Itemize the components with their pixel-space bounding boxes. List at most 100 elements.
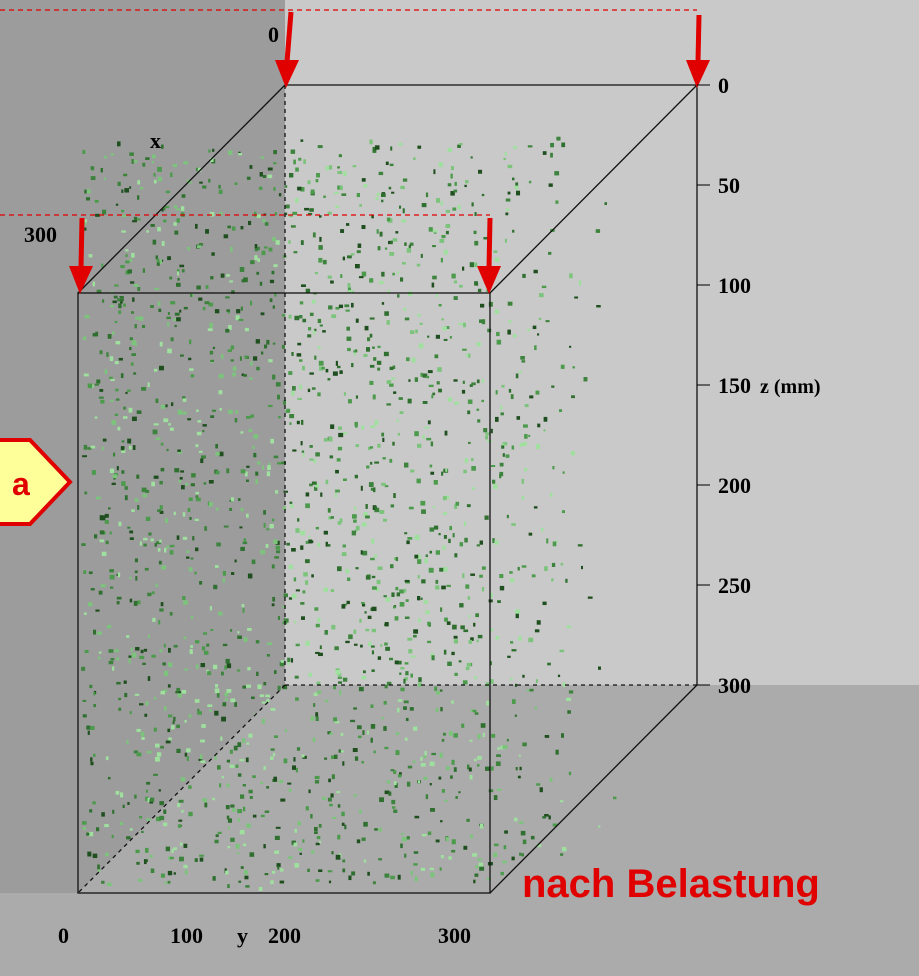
speck [132,417,137,421]
speck [333,686,336,690]
speck [137,410,142,414]
speck [329,165,332,169]
speck [116,399,120,401]
speck [378,246,381,250]
speck [106,756,109,760]
speck [84,613,87,616]
speck [217,765,221,769]
speck [134,160,137,163]
speck [424,777,428,780]
speck [256,367,260,370]
speck [83,570,86,574]
speck [136,850,140,853]
speck [367,730,369,734]
speck [284,491,288,493]
z-tick-label: 0 [718,73,729,98]
speck [404,242,406,246]
speck [522,274,525,278]
speck [512,857,515,861]
speck [189,715,192,718]
speck [392,273,395,276]
speck [479,319,483,323]
speck [407,248,411,253]
speck [89,254,93,257]
speck [154,423,159,425]
speck [472,487,475,490]
speck [191,374,194,377]
speck [351,363,353,367]
arrow [81,218,82,268]
speck [356,526,360,531]
speck [328,798,332,802]
speck [256,339,260,344]
speck [255,479,258,484]
speck [256,640,260,643]
speck [315,780,319,783]
speck [400,602,405,607]
speck [100,400,104,404]
speck [397,592,400,596]
speck [422,435,425,439]
speck [276,240,280,245]
speck [407,782,410,787]
speck [344,825,346,830]
speck [494,844,499,847]
speck [455,796,457,799]
speck [225,329,229,333]
speck [309,372,314,374]
speck [482,194,484,196]
speck [338,521,342,525]
speck [413,727,417,731]
speck [511,523,516,526]
speck [169,277,172,280]
speck [155,757,160,762]
speck [287,658,290,662]
speck [311,850,314,853]
speck [260,550,265,554]
speck [506,199,511,202]
speck [477,858,482,860]
speck [111,153,114,155]
speck [481,723,486,728]
speck [473,623,475,627]
speck [430,551,433,554]
speck [530,689,534,692]
speck [512,699,516,704]
speck [154,173,156,177]
speck [254,212,257,217]
speck [549,183,553,186]
speck [474,759,477,762]
speck [210,606,212,610]
speck [560,650,565,652]
speck [456,502,460,506]
speck [524,434,528,439]
speck [436,580,439,584]
speck [320,325,323,327]
speck [395,616,399,620]
speck [246,480,249,482]
speck [346,327,350,331]
speck [227,760,230,763]
speck [302,319,306,322]
speck [129,259,132,262]
speck [434,526,438,530]
speck [304,208,309,211]
speck [212,149,214,152]
speck [542,816,546,818]
speck [168,715,172,718]
speck [537,424,540,428]
speck [519,371,522,373]
speck [550,153,553,158]
speck [195,699,200,703]
speck [270,298,273,302]
speck [361,761,364,764]
speck [201,455,206,458]
speck [429,227,433,232]
speck [312,300,315,304]
speck [163,662,166,665]
speck [579,280,581,285]
speck [181,777,185,782]
speck [408,766,412,769]
speck [167,322,169,327]
speck [331,589,334,592]
